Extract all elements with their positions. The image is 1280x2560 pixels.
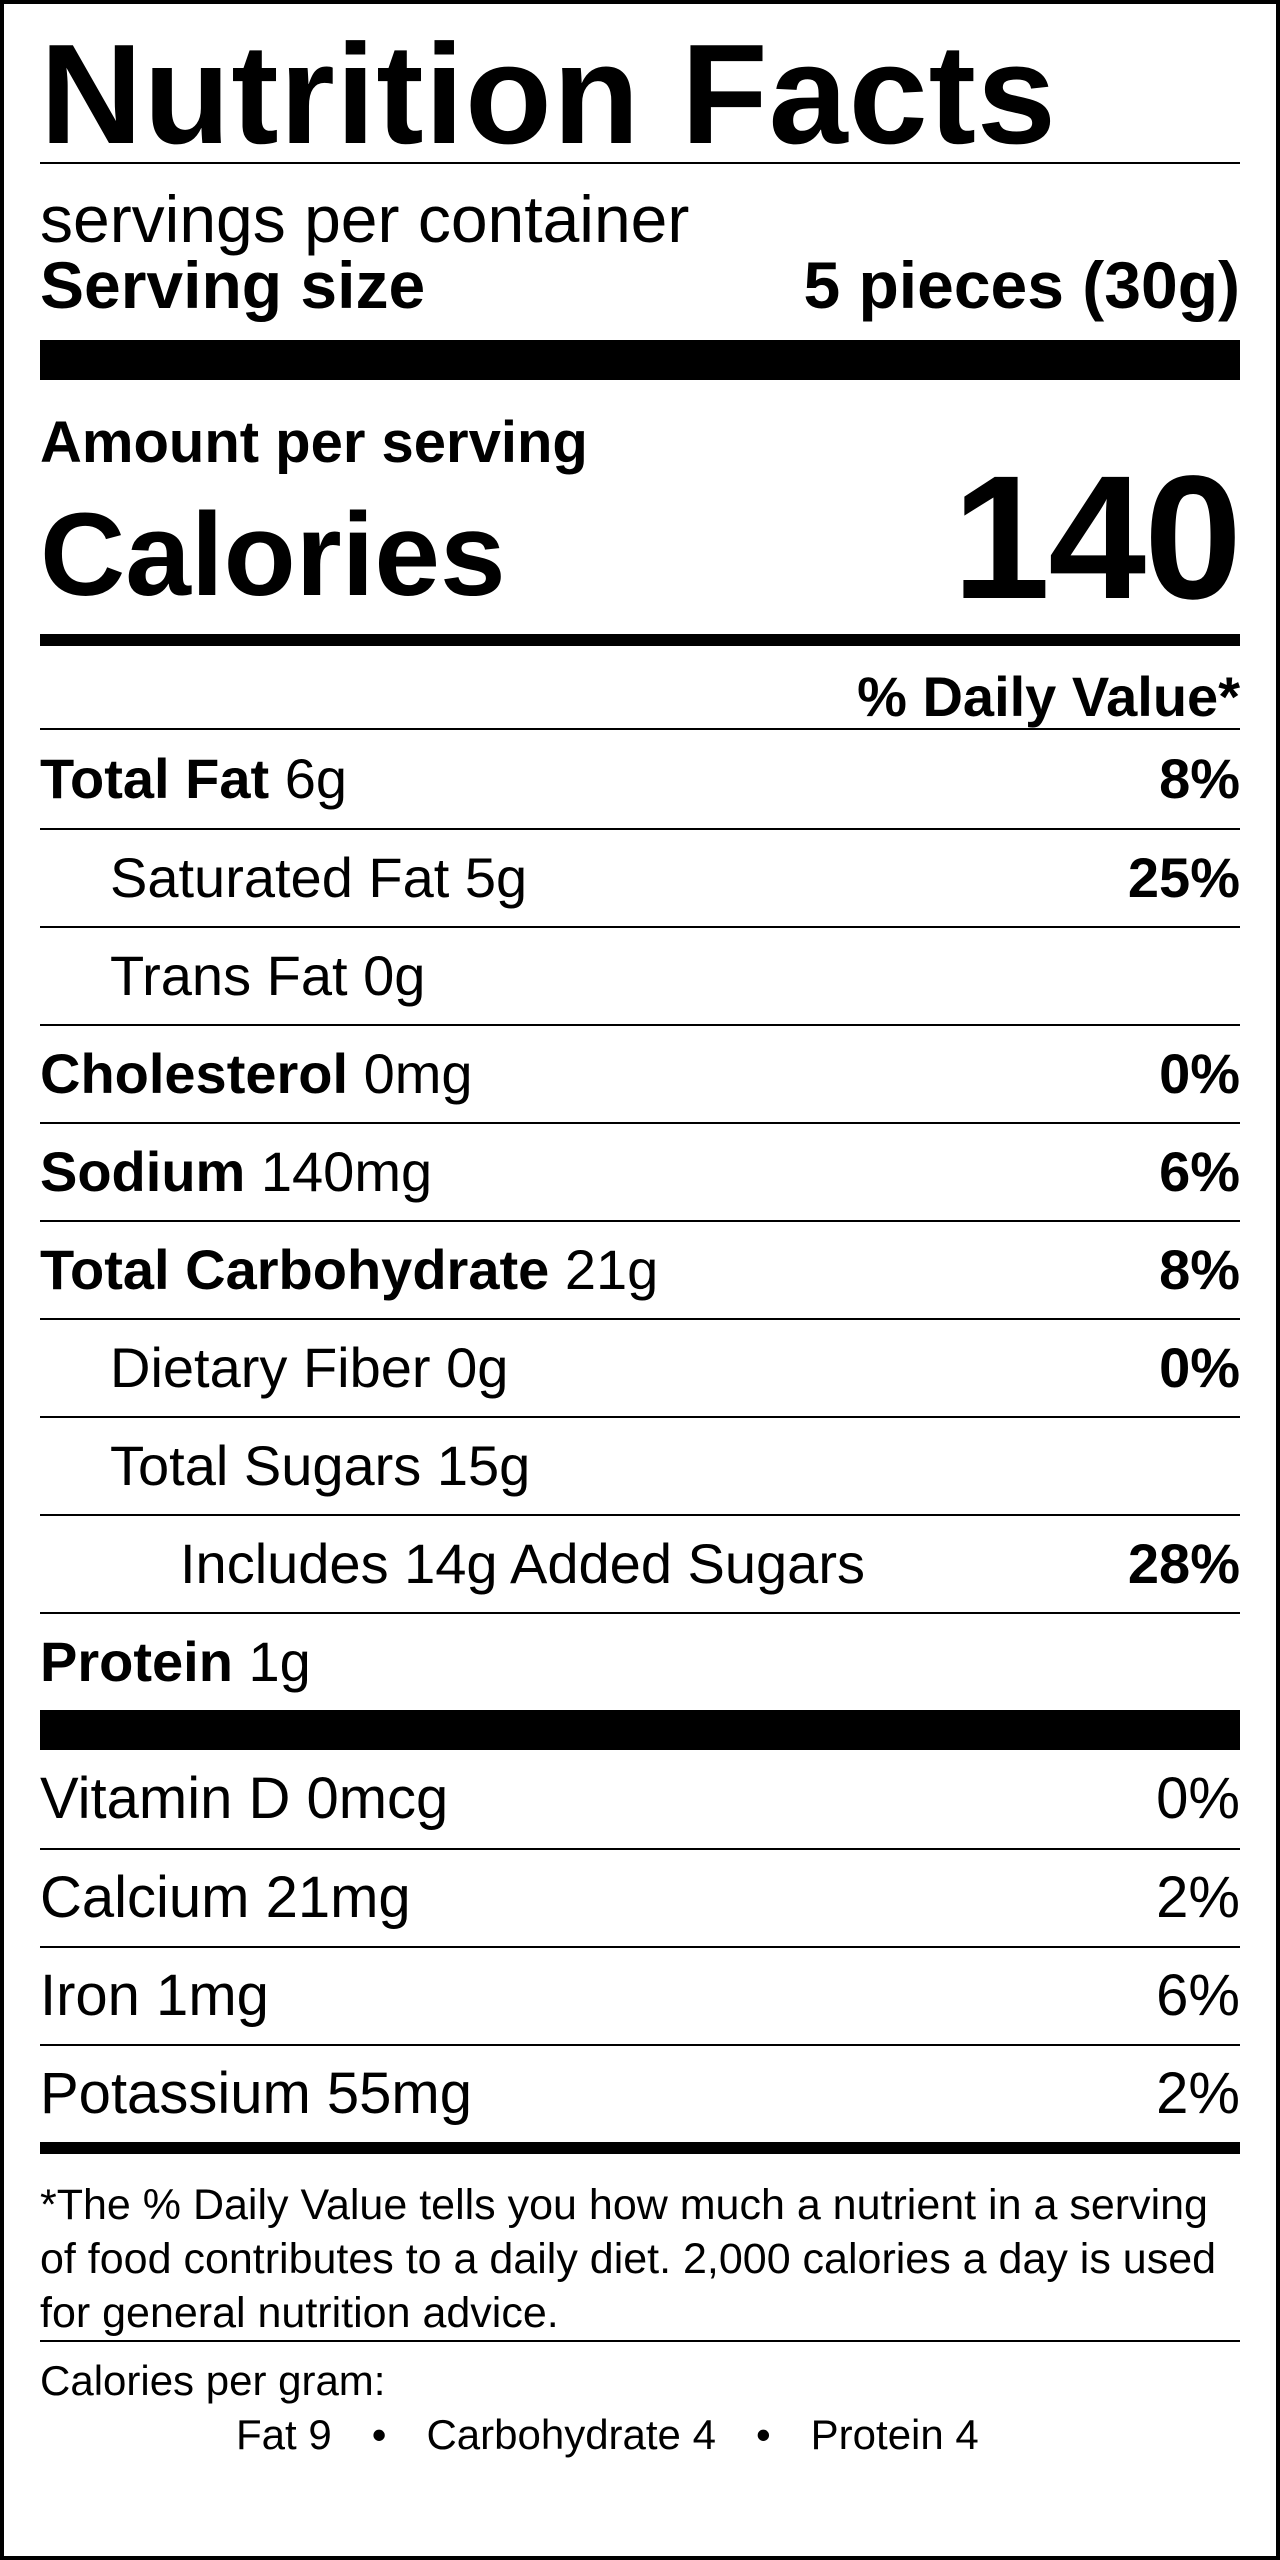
amount-per-serving: Amount per serving: [40, 410, 588, 475]
label-title: Nutrition Facts: [40, 15, 1057, 174]
nutrient-dv: 6%: [1159, 1140, 1240, 1203]
servings-per-container: servings per container: [40, 182, 690, 256]
divider: [40, 162, 1240, 164]
vitamin-name: Iron 1mg: [40, 1963, 269, 2028]
divider: [40, 728, 1240, 730]
nutrient-row-saturated-fat: Saturated Fat 5g 25%: [40, 828, 1240, 926]
nutrient-name: Total Sugars: [110, 1434, 422, 1497]
nutrient-name: Total Fat: [40, 747, 270, 810]
nutrient-dv: 0%: [1159, 1336, 1240, 1399]
nutrient-name: Total Carbohydrate: [40, 1238, 550, 1301]
nutrient-row-dietary-fiber: Dietary Fiber 0g 0%: [40, 1318, 1240, 1416]
nutrient-dv: 25%: [1127, 846, 1240, 909]
calories-per-gram: Calories per gram: Fat 9 • Carbohydrate 4 •…: [40, 2342, 1240, 2462]
vitamin-dv: 6%: [1156, 1963, 1240, 2028]
nutrient-name: Protein: [40, 1630, 233, 1693]
nutrient-list: Total Fat 6g 8% Saturated Fat 5g 25% Tra…: [40, 730, 1240, 1710]
nutrient-amount: 0g: [363, 944, 426, 1007]
nutrient-amount: 1g: [248, 1630, 311, 1693]
calories-value: 140: [952, 440, 1242, 637]
nutrient-dv: 28%: [1127, 1532, 1240, 1595]
vitamin-dv: 0%: [1156, 1766, 1240, 1831]
nutrient-amount: 6g: [284, 747, 348, 810]
cpg-fat: Fat 9: [236, 2411, 332, 2458]
nutrient-row-cholesterol: Cholesterol 0mg 0%: [40, 1024, 1240, 1122]
nutrient-row-added-sugars: Includes 14g Added Sugars 28%: [40, 1514, 1240, 1612]
serving-size-row: Serving size 5 pieces (30g): [40, 244, 1240, 340]
nutrient-row-total-sugars: Total Sugars 15g: [40, 1416, 1240, 1514]
nutrient-amount: 0g: [446, 1336, 509, 1399]
nutrient-name: Cholesterol: [40, 1042, 349, 1105]
vitamin-name: Potassium 55mg: [40, 2061, 472, 2126]
divider: [40, 2340, 1240, 2342]
nutrient-name: Trans Fat: [110, 944, 348, 1007]
nutrient-amount: 140mg: [260, 1140, 433, 1203]
nutrient-amount: 21g: [564, 1238, 659, 1301]
nutrient-row-total-fat: Total Fat 6g 8%: [40, 730, 1240, 828]
vitamin-name: Calcium 21mg: [40, 1865, 411, 1930]
calories-per-gram-label: Calories per gram:: [40, 2357, 386, 2404]
nutrient-name: Sodium: [40, 1140, 246, 1203]
vitamin-row-potassium: Potassium 55mg 2%: [40, 2044, 1240, 2142]
nutrient-dv: 8%: [1159, 747, 1240, 810]
medium-divider: [40, 634, 1240, 646]
medium-divider: [40, 2142, 1240, 2154]
bullet-separator: •: [371, 2411, 387, 2458]
daily-value-header: % Daily Value*: [857, 665, 1240, 728]
nutrient-name: Includes 14g Added Sugars: [180, 1532, 865, 1595]
vitamin-row-vitamin-d: Vitamin D 0mcg 0%: [40, 1750, 1240, 1848]
calories-per-gram-values: Fat 9 • Carbohydrate 4 • Protein 4: [40, 2408, 1240, 2462]
calories-label: Calories: [40, 489, 506, 621]
nutrient-row-sodium: Sodium 140mg 6%: [40, 1122, 1240, 1220]
nutrient-dv: 8%: [1159, 1238, 1240, 1301]
nutrient-row-protein: Protein 1g: [40, 1612, 1240, 1710]
nutrient-amount: 0mg: [363, 1042, 473, 1105]
vitamin-row-calcium: Calcium 21mg 2%: [40, 1848, 1240, 1946]
vitamin-row-iron: Iron 1mg 6%: [40, 1946, 1240, 2044]
bullet-separator: •: [755, 2411, 771, 2458]
vitamin-dv: 2%: [1156, 2061, 1240, 2126]
vitamin-dv: 2%: [1156, 1865, 1240, 1930]
vitamin-name: Vitamin D 0mcg: [40, 1766, 449, 1831]
daily-value-footnote: *The % Daily Value tells you how much a …: [40, 2181, 1217, 2337]
nutrient-row-total-carbohydrate: Total Carbohydrate 21g 8%: [40, 1220, 1240, 1318]
thick-divider: [40, 340, 1240, 380]
thick-divider: [40, 1710, 1240, 1750]
serving-size-label: Serving size: [40, 248, 426, 322]
nutrient-amount: 15g: [436, 1434, 531, 1497]
nutrient-dv: 0%: [1159, 1042, 1240, 1105]
cpg-protein: Protein 4: [810, 2411, 979, 2458]
nutrient-row-trans-fat: Trans Fat 0g: [40, 926, 1240, 1024]
cpg-carbohydrate: Carbohydrate 4: [426, 2411, 716, 2458]
serving-size-value: 5 pieces (30g): [803, 248, 1240, 322]
vitamin-list: Vitamin D 0mcg 0% Calcium 21mg 2% Iron 1…: [40, 1750, 1240, 2142]
nutrient-name: Saturated Fat: [110, 846, 450, 909]
nutrient-name: Dietary Fiber: [110, 1336, 431, 1399]
calories-row: Calories 140: [40, 440, 1242, 637]
nutrient-amount: 5g: [464, 846, 528, 909]
